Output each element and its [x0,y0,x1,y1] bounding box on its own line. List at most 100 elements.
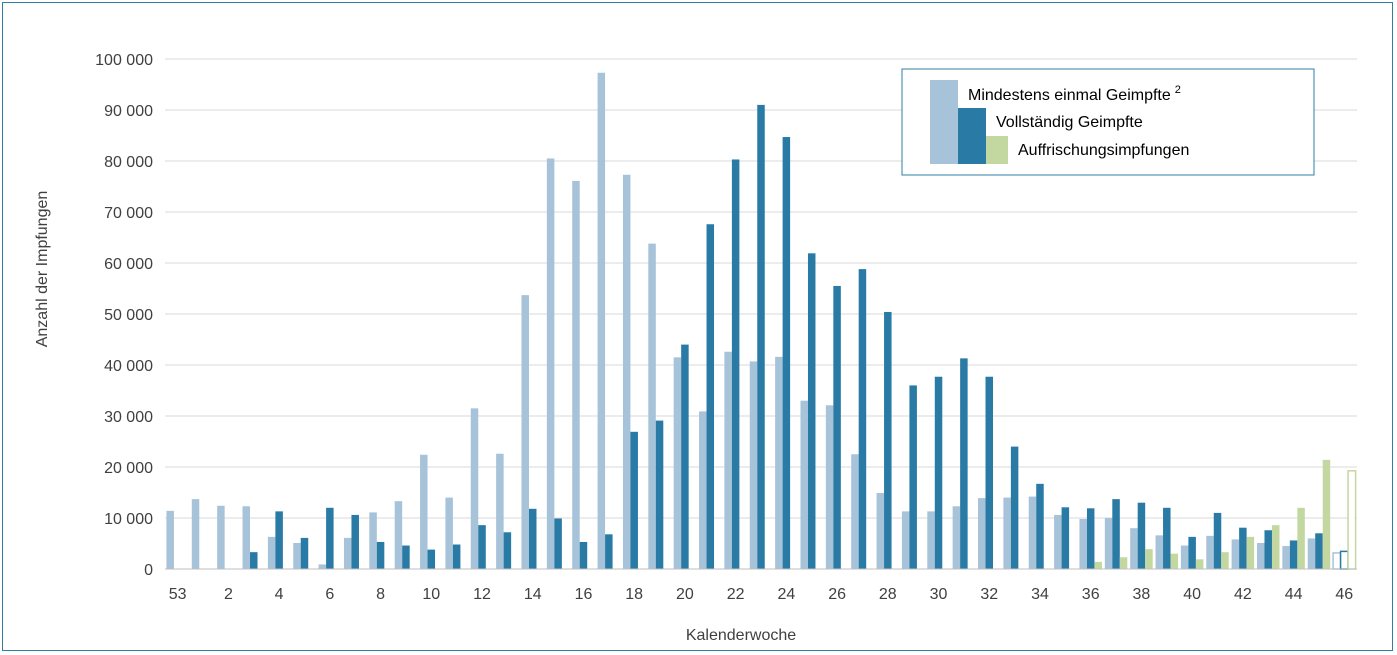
bar-first-dose-week-2 [217,505,225,569]
bar-fully-vaccinated-week-34 [1036,483,1044,569]
bar-first-dose-week-45 [1307,538,1316,569]
bar-fully-vaccinated-week-27 [858,269,867,569]
x-tick-label: 30 [930,586,948,603]
bar-fully-vaccinated-week-13 [503,532,512,569]
y-axis-ticks: 0 10 000 20 000 30 000 40 000 50 000 60 000 70 … [95,52,153,579]
bar-fully-vaccinated-week-15 [554,518,562,569]
bar-first-dose-week-23 [749,361,758,569]
y-tick-label: 0 [144,562,153,579]
legend-swatch-booster [986,136,1008,164]
bar-fully-vaccinated-week-25 [807,253,816,569]
bar-fully-vaccinated-week-4 [275,511,283,569]
bar-booster-week-44 [1297,507,1305,569]
bar-fully-vaccinated-week-18 [630,431,638,569]
bar-first-dose-week-14 [521,295,529,569]
bar-fully-vaccinated-week-37 [1112,499,1120,569]
bar-first-dose-week-43 [1256,542,1265,569]
bar-fully-vaccinated-week-3 [250,552,258,569]
bar-fully-vaccinated-week-21 [706,224,715,570]
bar-first-dose-week-42 [1231,539,1240,569]
bar-booster-week-41 [1221,552,1229,569]
y-tick-label: 30 000 [104,409,153,426]
bar-first-dose-week-15 [546,158,555,569]
bar-booster-week-39 [1170,553,1179,569]
bar-first-dose-week-44 [1282,546,1290,569]
bar-booster-week-42 [1246,536,1255,569]
bar-fully-vaccinated-week-7 [351,514,359,569]
bar-first-dose-week-9 [394,501,403,569]
bar-first-dose-week-1 [191,499,200,569]
legend-label-booster: Auffrischungsimpfungen [1018,142,1189,159]
bar-fully-vaccinated-week-46 [1339,550,1349,570]
x-tick-label: 38 [1133,586,1151,603]
bar-fully-vaccinated-week-17 [605,534,613,569]
bar-first-dose-week-13 [496,453,504,569]
bar-first-dose-week-22 [724,351,732,569]
bar-fully-vaccinated-week-22 [731,159,740,569]
bar-fully-vaccinated-week-41 [1213,512,1222,569]
x-tick-label: 2 [224,586,233,603]
bar-first-dose-week-46 [1332,552,1342,570]
bar-first-dose-week-10 [420,454,428,569]
bar-fully-vaccinated-week-35 [1061,507,1070,569]
bar-first-dose-week-16 [572,180,580,569]
x-tick-label: 22 [727,586,745,603]
x-tick-label: 8 [376,586,385,603]
bar-booster-week-38 [1145,549,1153,569]
bar-booster-week-40 [1195,559,1204,569]
bar-fully-vaccinated-week-8 [376,541,385,569]
bar-first-dose-week-17 [597,72,606,570]
bar-fully-vaccinated-week-10 [427,549,436,569]
bar-fully-vaccinated-week-45 [1315,533,1323,569]
y-tick-label: 80 000 [104,154,153,171]
x-tick-label: 32 [980,586,998,603]
bar-first-dose-week-34 [1028,496,1037,569]
bar-first-dose-week-39 [1155,535,1164,569]
x-tick-label: 44 [1285,586,1303,603]
x-tick-label: 53 [169,586,187,603]
bar-fully-vaccinated-week-29 [909,385,917,569]
bar-fully-vaccinated-week-31 [960,358,968,569]
bar-fully-vaccinated-week-38 [1137,502,1146,569]
bar-first-dose-week-8 [369,512,377,569]
bar-first-dose-week-4 [267,536,276,569]
bar-first-dose-week-27 [851,454,859,569]
bar-first-dose-week-21 [699,411,707,569]
bar-fully-vaccinated-week-39 [1163,507,1171,569]
bar-first-dose-week-38 [1130,528,1138,569]
bars [166,72,1357,570]
bar-fully-vaccinated-week-44 [1289,540,1298,569]
y-tick-label: 100 000 [95,52,153,69]
x-tick-label: 34 [1031,586,1049,603]
bar-first-dose-week-53 [166,510,174,569]
y-tick-label: 70 000 [104,205,153,222]
x-tick-label: 16 [575,586,593,603]
bar-fully-vaccinated-week-5 [300,537,309,569]
bar-fully-vaccinated-week-11 [452,544,461,569]
legend-swatch-fully-vaccinated [958,108,986,164]
bar-fully-vaccinated-week-12 [478,525,486,569]
bar-first-dose-week-35 [1054,514,1062,569]
bar-first-dose-week-11 [445,497,453,569]
bar-first-dose-week-20 [673,357,682,569]
x-tick-label: 12 [473,586,491,603]
bar-fully-vaccinated-week-24 [782,137,791,569]
x-tick-label: 40 [1183,586,1201,603]
x-tick-label: 14 [524,586,542,603]
bar-first-dose-week-32 [978,498,986,569]
x-tick-label: 18 [625,586,643,603]
bar-fully-vaccinated-week-14 [528,508,537,569]
bar-booster-week-43 [1271,525,1280,569]
x-axis-ticks: 53 2 4 6 8 10 12 14 16 18 20 22 24 26 28 30 32 34 36 38 40 42… [169,586,1354,603]
bar-fully-vaccinated-week-43 [1264,530,1272,569]
x-tick-label: 4 [275,586,284,603]
bar-first-dose-week-6 [318,564,327,569]
bar-first-dose-week-40 [1180,545,1189,569]
bar-first-dose-week-7 [343,537,352,569]
legend-label-fully-vaccinated: Vollständig Geimpfte [996,114,1143,131]
y-tick-label: 10 000 [104,511,153,528]
x-tick-label: 24 [777,586,795,603]
bar-first-dose-week-19 [648,243,656,569]
bar-fully-vaccinated-week-9 [402,545,410,569]
